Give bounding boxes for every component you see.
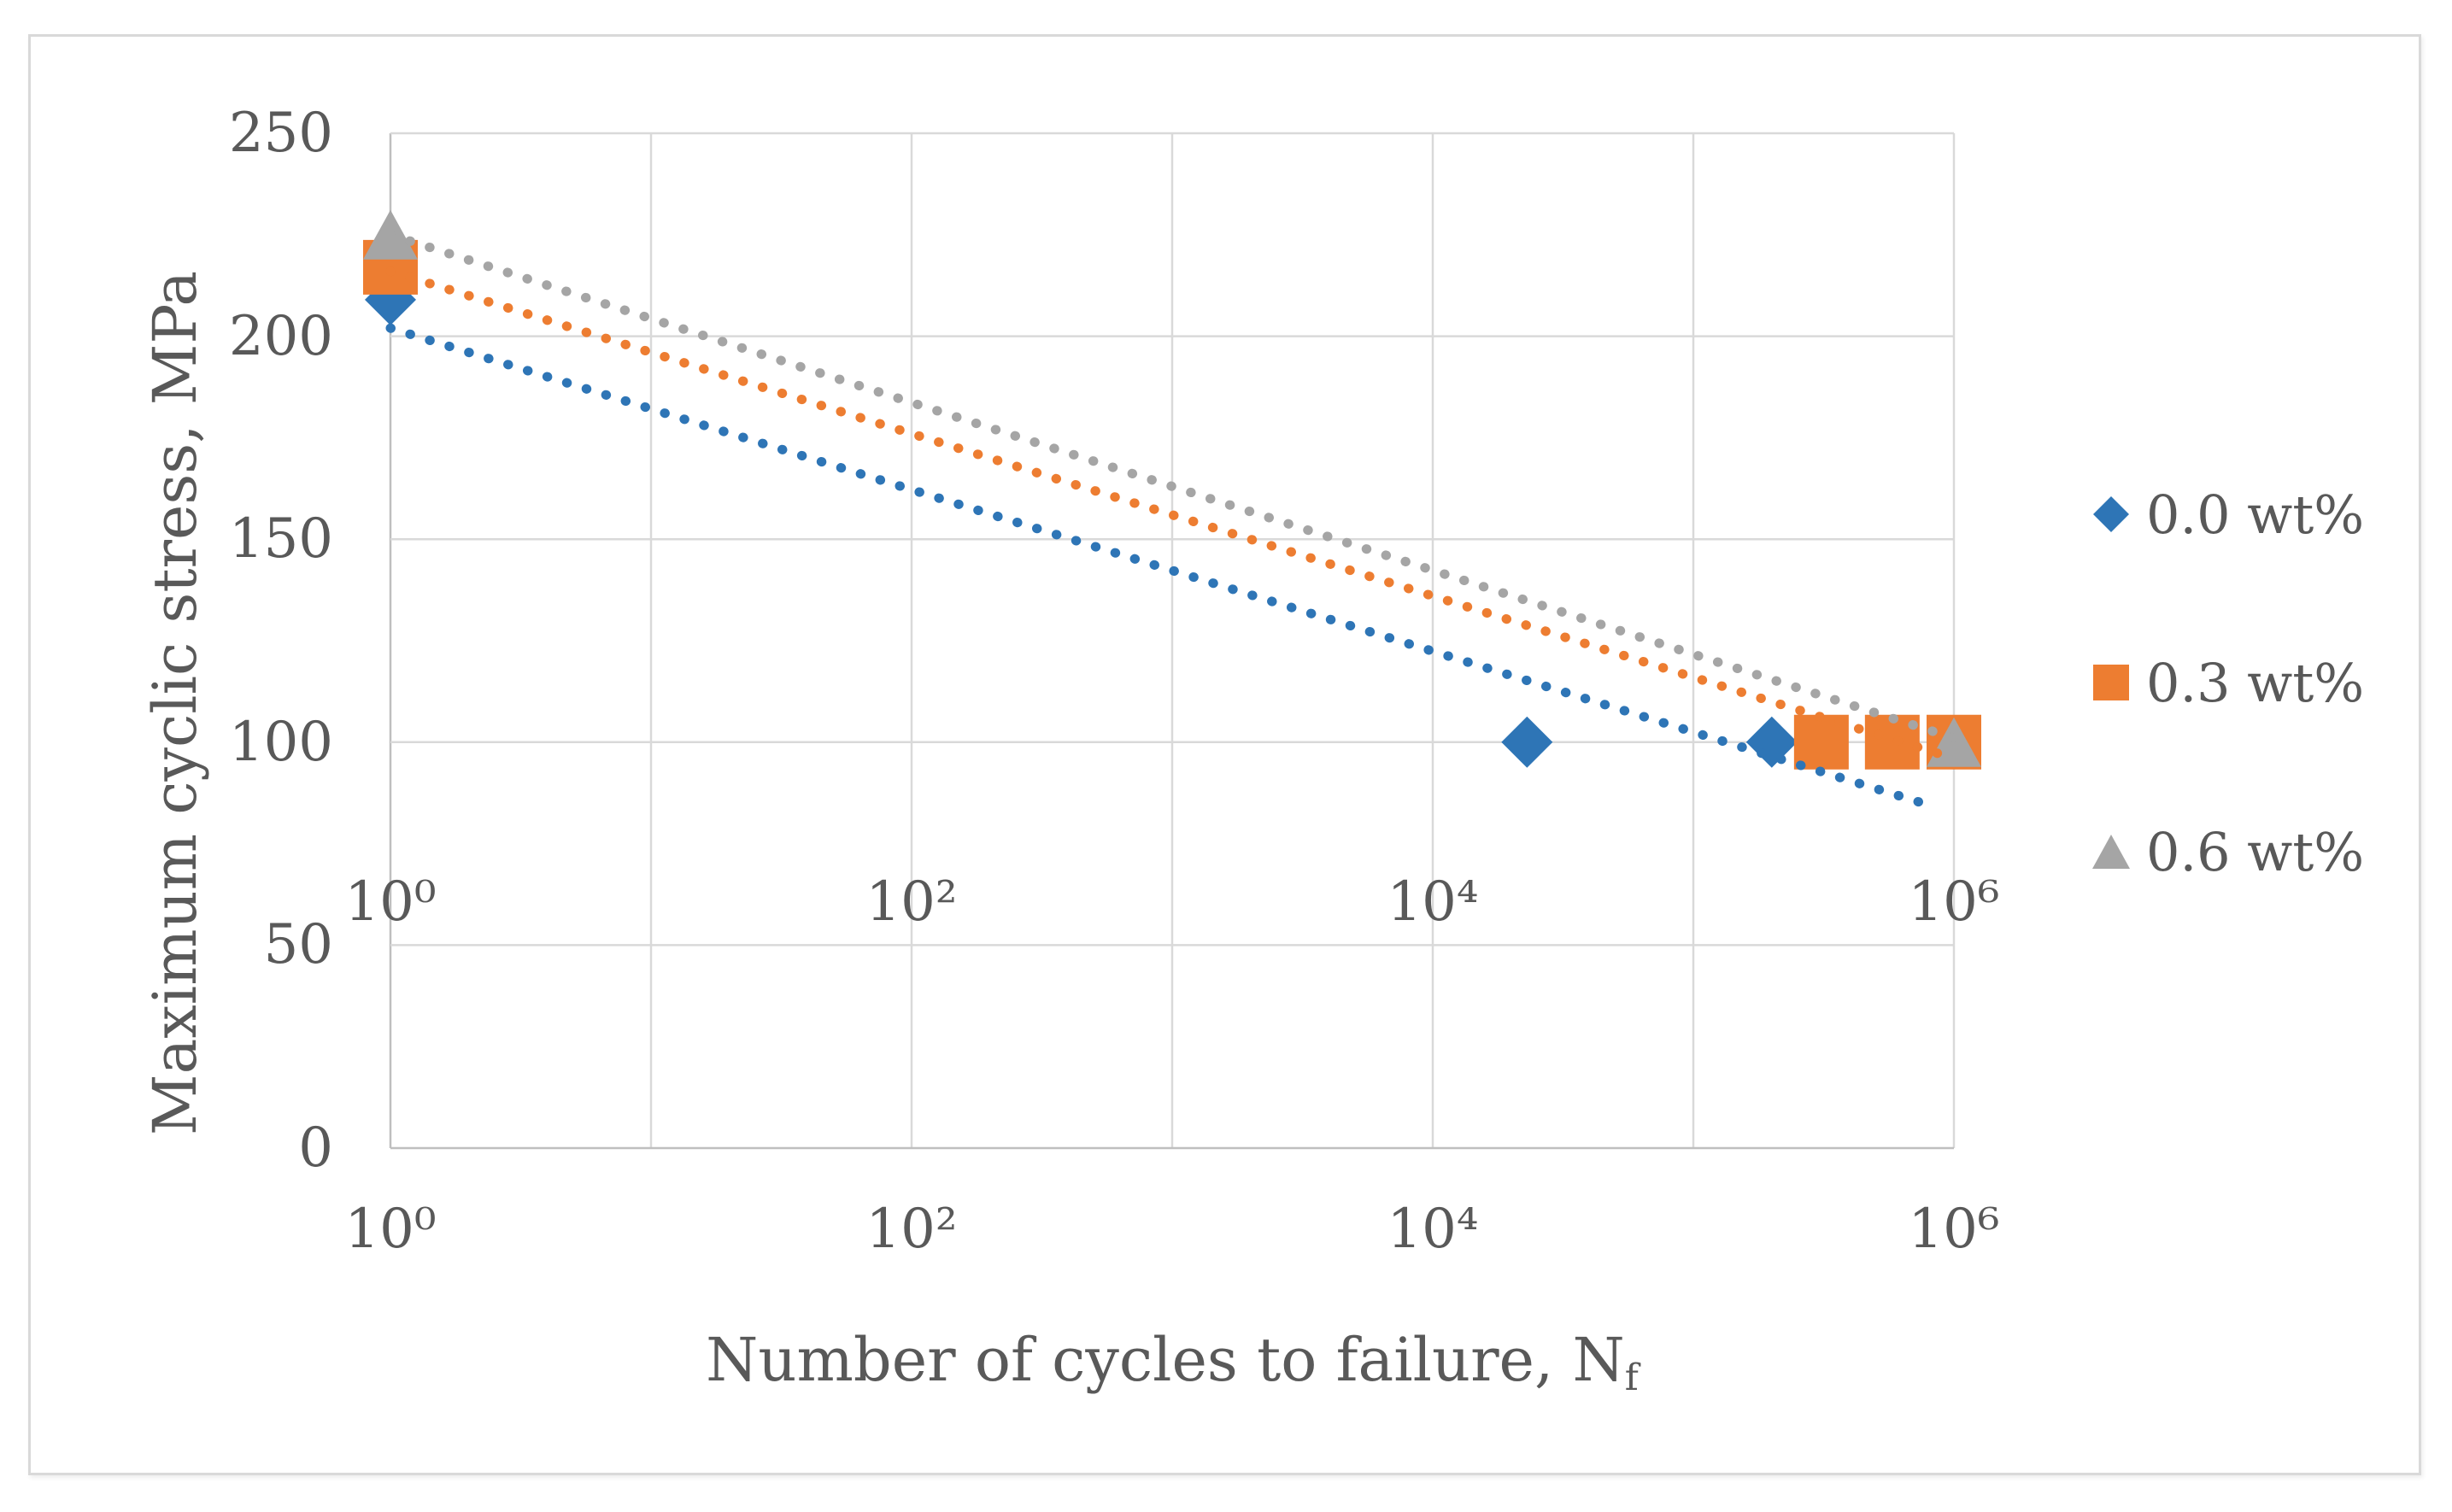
x-axis-title-subscript: f — [1624, 1356, 1639, 1399]
legend-label: 0.0 wt% — [2146, 483, 2365, 546]
legend-diamond-icon — [2093, 496, 2129, 532]
x-tick-bottom-1e0: 10⁰ — [344, 1198, 437, 1261]
x-tick-bottom-1e4: 10⁴ — [1387, 1198, 1479, 1261]
trendline-0.3wt% — [385, 267, 1959, 764]
legend-square-icon — [2093, 665, 2129, 700]
legend-item-0.6wt: 0.6 wt% — [2091, 813, 2364, 890]
square-marker — [1793, 714, 1849, 770]
diamond-marker — [1745, 716, 1798, 768]
x-tick-bottom-1e2: 10² — [865, 1198, 958, 1261]
legend-triangle-icon — [2092, 835, 2130, 869]
x-axis-title: Number of cycles to failure, Nf — [574, 1324, 1770, 1414]
legend-label: 0.3 wt% — [2146, 651, 2365, 714]
x-tick-bottom-1e6: 10⁶ — [1908, 1198, 2000, 1261]
square-marker — [1864, 714, 1920, 770]
series-0.0wt% — [365, 273, 1798, 768]
diamond-marker — [1501, 716, 1553, 768]
y-tick-50: 50 — [263, 913, 333, 976]
legend-item-0.3wt: 0.3 wt% — [2091, 644, 2364, 721]
legend-label: 0.6 wt% — [2146, 820, 2365, 883]
legend-item-0.0wt: 0.0 wt% — [2091, 476, 2364, 553]
figure-border — [28, 34, 2421, 1475]
x-tick-inner-1e0: 10⁰ — [344, 870, 437, 934]
trendline-0.6wt% — [385, 230, 1959, 743]
y-tick-0: 0 — [298, 1116, 333, 1180]
y-tick-150: 150 — [228, 507, 333, 571]
y-tick-250: 250 — [228, 102, 333, 165]
x-tick-inner-1e2: 10² — [865, 870, 958, 934]
diamond-glyph — [2093, 496, 2129, 532]
triangle-glyph — [2092, 835, 2130, 869]
y-axis-title: Maximum cyclic stress, MPa — [140, 270, 210, 1136]
trendline-0.0wt% — [385, 323, 1940, 812]
x-axis-title-text: Number of cycles to failure, N — [706, 1325, 1625, 1395]
gridlines — [389, 132, 1956, 1150]
y-tick-200: 200 — [228, 305, 333, 368]
y-tick-100: 100 — [228, 711, 333, 774]
square-glyph — [2093, 665, 2129, 700]
x-tick-inner-1e6: 10⁶ — [1908, 870, 2000, 934]
x-tick-inner-1e4: 10⁴ — [1387, 870, 1479, 934]
